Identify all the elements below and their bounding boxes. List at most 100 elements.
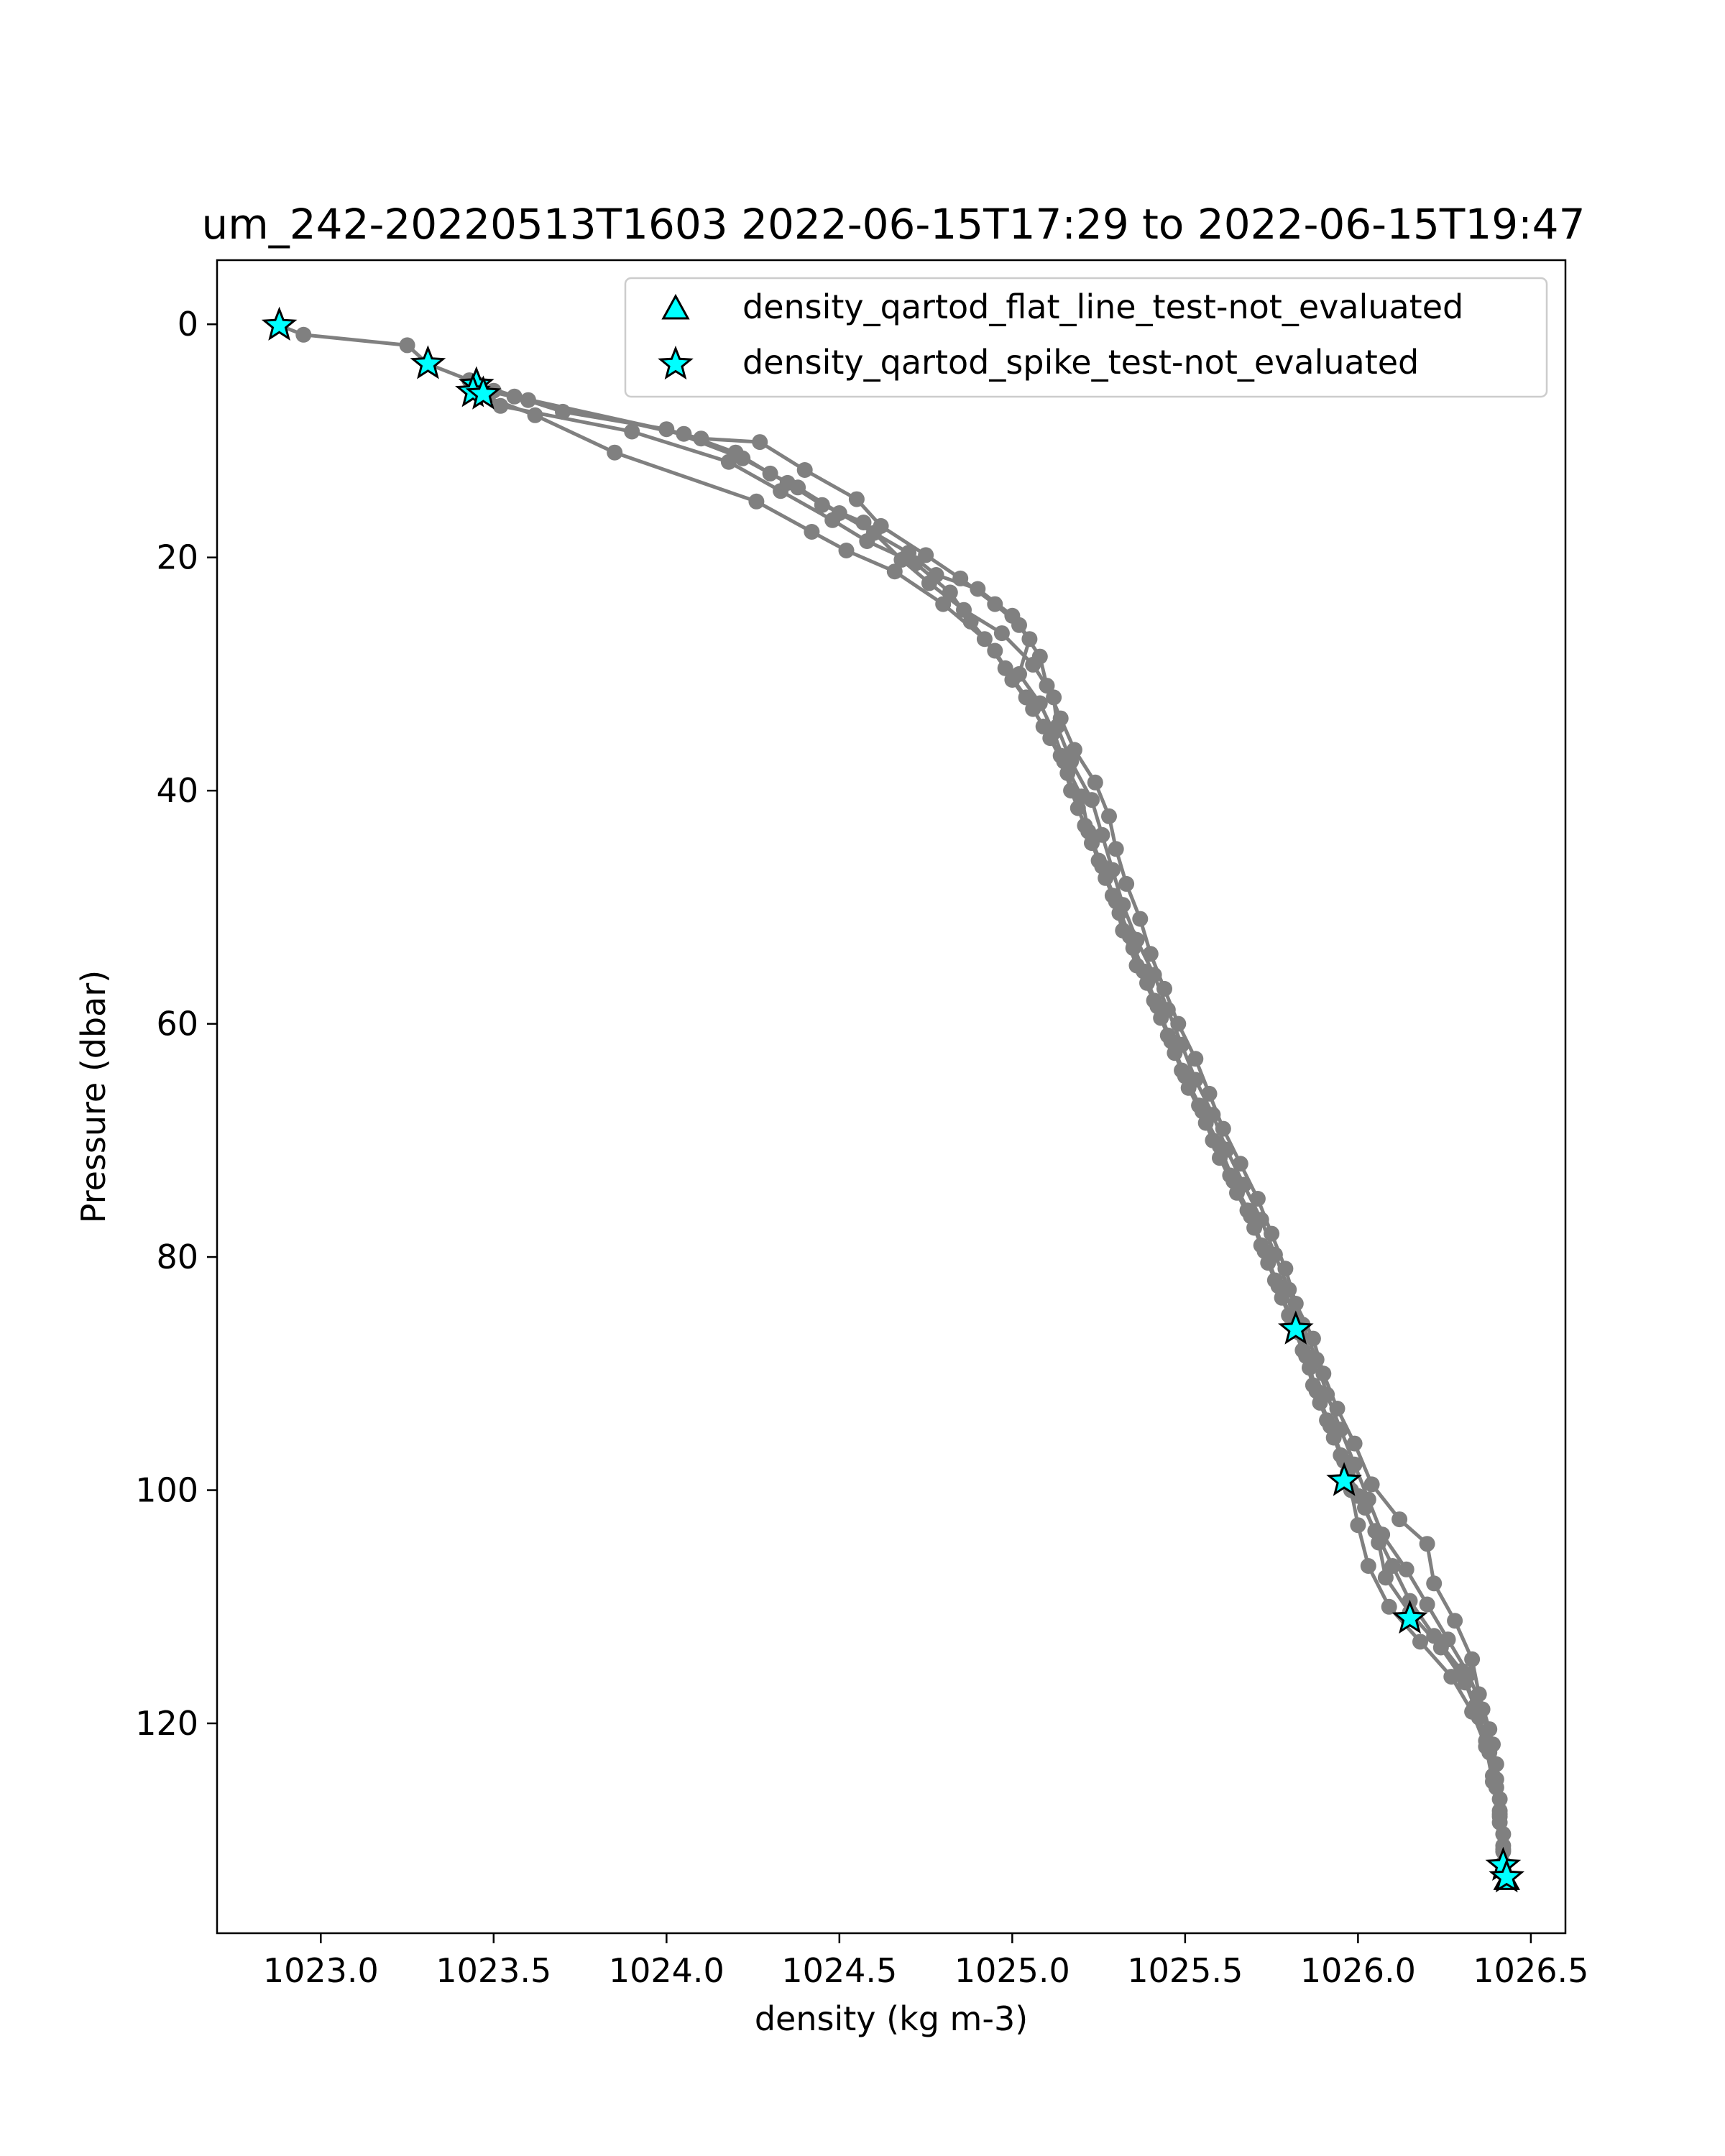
x-axis-label: density (kg m-3) (755, 1999, 1028, 2038)
data-point (1239, 1202, 1256, 1219)
data-point (1035, 718, 1052, 734)
data-point (1491, 1806, 1508, 1823)
data-point (855, 515, 872, 530)
data-point (921, 575, 937, 591)
data-point (1046, 689, 1062, 706)
data-point (1333, 1447, 1349, 1463)
data-point (952, 570, 969, 586)
data-point (1146, 992, 1162, 1009)
legend-entry-flat-line: density_qartod_flat_line_test-not_evalua… (742, 287, 1463, 326)
data-point (1118, 875, 1135, 892)
data-point (1104, 888, 1121, 904)
data-point (527, 407, 543, 423)
data-point (555, 403, 571, 420)
spike-test-marker (1489, 1858, 1524, 1893)
data-point (1084, 792, 1100, 808)
legend-box (624, 277, 1548, 398)
series-profile-4 (465, 384, 1512, 1860)
data-point (1346, 1456, 1363, 1473)
y-tick-label: 20 (156, 538, 198, 577)
data-point (935, 596, 952, 612)
data-point (1281, 1281, 1297, 1298)
data-point (1392, 1511, 1408, 1528)
data-point (1104, 862, 1121, 878)
y-tick-label: 40 (156, 771, 198, 810)
data-point (1187, 1051, 1204, 1067)
spike-test-marker (1277, 1310, 1314, 1345)
data-point (1063, 783, 1080, 799)
x-tick-label: 1024.0 (609, 1951, 724, 1990)
data-point (1115, 897, 1131, 913)
spike-test-marker (1392, 1599, 1428, 1634)
data-point (779, 474, 796, 491)
data-point (1319, 1386, 1335, 1403)
data-point (997, 660, 1013, 676)
data-point (1128, 957, 1145, 974)
data-point (748, 493, 765, 510)
data-point (720, 453, 737, 470)
y-tick-label: 0 (178, 305, 198, 344)
data-point (993, 625, 1010, 642)
data-point (1205, 1132, 1221, 1148)
data-point (1308, 1351, 1325, 1368)
spike-test-markers (261, 306, 1524, 1893)
data-point (1266, 1246, 1283, 1263)
data-point (824, 512, 841, 528)
data-point (1146, 967, 1162, 983)
data-point (1077, 817, 1093, 834)
data-point (295, 326, 312, 343)
x-tick-label: 1023.5 (436, 1951, 551, 1990)
data-point (1101, 808, 1117, 824)
data-point (1187, 1072, 1204, 1088)
y-axis: 0 20 40 60 80 100 120 (135, 305, 217, 1743)
legend-entry-spike: density_qartod_spike_test-not_evaluated (742, 343, 1419, 382)
data-point (1447, 1613, 1463, 1629)
data-point (814, 497, 830, 513)
legend: density_qartod_flat_line_test-not_evalua… (624, 277, 1548, 398)
data-point (1011, 617, 1027, 633)
x-tick-label: 1025.5 (1127, 1951, 1243, 1990)
spike-test-marker (410, 345, 446, 379)
x-tick-label: 1025.0 (954, 1951, 1070, 1990)
data-point (1108, 841, 1124, 857)
data-point (1174, 1062, 1190, 1079)
series-profile-2 (468, 380, 1512, 1843)
data-point (1222, 1167, 1238, 1184)
x-tick-label: 1026.5 (1473, 1951, 1588, 1990)
data-point (1363, 1476, 1380, 1493)
data-point (1374, 1526, 1391, 1543)
data-point (1025, 656, 1041, 673)
data-point (1350, 1517, 1366, 1534)
data-point (848, 491, 865, 507)
y-tick-label: 100 (135, 1471, 198, 1510)
data-point (1049, 718, 1065, 734)
data-point (1087, 774, 1103, 791)
plot-area (261, 306, 1524, 1893)
data-point (893, 551, 910, 568)
data-point (735, 450, 751, 466)
data-point (658, 421, 675, 438)
data-point (796, 462, 813, 478)
data-point (1191, 1097, 1208, 1114)
spike-test-marker (1326, 1462, 1363, 1496)
series-line (278, 323, 1509, 1878)
data-point (1094, 826, 1110, 843)
legend-triangle-marker-icon (661, 293, 690, 320)
data-point (1253, 1212, 1269, 1228)
x-axis: 1023.0 1023.5 1024.0 1024.5 1025.0 1025.5 1026… (263, 1933, 1588, 1990)
data-point (1485, 1736, 1501, 1753)
data-point (1384, 1558, 1401, 1574)
data-point (873, 517, 889, 534)
data-point (1236, 1176, 1252, 1193)
data-point (1159, 1027, 1176, 1044)
data-point (1018, 689, 1034, 706)
data-point (1063, 753, 1080, 770)
data-point (976, 631, 993, 648)
axes-frame (216, 259, 1567, 1935)
y-tick-label: 60 (156, 1005, 198, 1044)
x-tick-label: 1026.0 (1300, 1951, 1416, 1990)
data-point (624, 423, 640, 440)
data-point (1253, 1237, 1269, 1253)
series-line (472, 390, 1505, 1852)
